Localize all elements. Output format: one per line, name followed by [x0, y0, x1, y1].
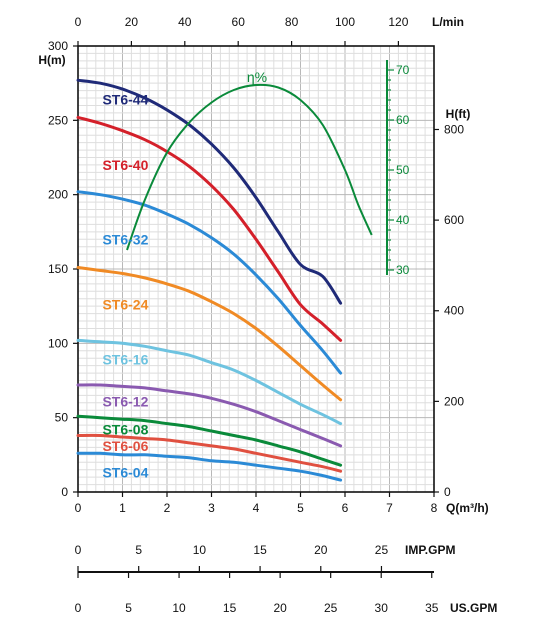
efficiency-curve	[126, 83, 373, 251]
imp-gpm-unit: IMP.GPM	[405, 543, 455, 557]
x-tick-label: 8	[431, 501, 438, 515]
right-axis-unit: H(ft)	[446, 107, 471, 121]
x-tick-label: 4	[253, 501, 260, 515]
us-gpm-tick-label: 0	[75, 601, 82, 615]
us-gpm-tick-label: 30	[375, 601, 389, 615]
us-gpm-tick-label: 35	[425, 601, 439, 615]
curve-st6-40	[76, 115, 343, 342]
series-label-st6-44: ST6-44	[102, 92, 148, 108]
efficiency-label: η%	[247, 69, 267, 85]
y-tick-label: 200	[48, 188, 68, 202]
right-tick-label: 200	[444, 394, 464, 408]
us-gpm-tick-label: 10	[172, 601, 186, 615]
curve-st6-44	[76, 78, 343, 305]
x-tick-label: 7	[386, 501, 393, 515]
us-gpm-tick-label: 15	[223, 601, 237, 615]
x-tick-label: 2	[164, 501, 171, 515]
imp-gpm-tick-label: 5	[135, 543, 142, 557]
imp-gpm-tick-label: 10	[193, 543, 207, 557]
imp-gpm-tick-label: 15	[253, 543, 267, 557]
series-label-st6-06: ST6-06	[102, 438, 148, 454]
right-tick-label: 0	[444, 485, 451, 499]
curve-st6-04	[76, 451, 343, 482]
series-label-st6-12: ST6-12	[102, 393, 148, 409]
curve-st6-24	[76, 266, 343, 402]
x-tick-label: 5	[297, 501, 304, 515]
us-gpm-unit: US.GPM	[450, 601, 497, 615]
x-tick-label: 6	[342, 501, 349, 515]
right-tick-label: 600	[444, 213, 464, 227]
top-tick-label: 40	[178, 15, 192, 29]
us-gpm-tick-label: 25	[324, 601, 338, 615]
x-tick-label: 0	[75, 501, 82, 515]
curve-st6-12	[76, 383, 343, 448]
series-label-st6-16: ST6-16	[102, 352, 148, 368]
curve-st6-32	[76, 190, 343, 375]
y-tick-label: 100	[48, 336, 68, 350]
imp-gpm-tick-label: 25	[375, 543, 389, 557]
imp-gpm-tick-label: 0	[75, 543, 82, 557]
series-label-st6-32: ST6-32	[102, 231, 148, 247]
top-tick-label: 20	[125, 15, 139, 29]
curve-st6-08	[76, 414, 343, 467]
y-tick-label: 250	[48, 113, 68, 127]
series-label-st6-24: ST6-24	[102, 297, 148, 313]
series-label-st6-08: ST6-08	[102, 422, 148, 438]
y-tick-label: 150	[48, 262, 68, 276]
efficiency-tick-label: 50	[396, 163, 410, 177]
efficiency-tick-label: 30	[396, 263, 410, 277]
top-tick-label: 80	[285, 15, 299, 29]
top-tick-label: 0	[75, 15, 82, 29]
us-gpm-tick-label: 5	[125, 601, 132, 615]
top-tick-label: 60	[232, 15, 246, 29]
series-label-st6-04: ST6-04	[102, 465, 148, 481]
right-tick-label: 400	[444, 304, 464, 318]
efficiency-tick-label: 70	[396, 63, 410, 77]
bottom-scales: 0 5 10 15 20 25 IMP.GPM 0 5 10 15 20 25 30 35 US.GPM	[75, 543, 498, 615]
y-tick-label: 50	[55, 411, 69, 425]
curves	[76, 78, 373, 482]
labels: ST6-44 ST6-40 ST6-32 ST6-24 ST6-16 ST6-12 ST6-…	[102, 69, 267, 481]
imp-gpm-tick-label: 20	[314, 543, 328, 557]
series-label-st6-40: ST6-40	[102, 157, 148, 173]
efficiency-tick-label: 40	[396, 213, 410, 227]
curve-st6-06	[76, 433, 343, 473]
y-tick-label: 0	[61, 485, 68, 499]
right-tick-label: 800	[444, 122, 464, 136]
x-tick-label: 1	[119, 501, 126, 515]
x-axis-unit: Q(m³/h)	[446, 501, 489, 515]
y-tick-label: 300	[48, 39, 68, 53]
top-axis-unit: L/min	[432, 15, 464, 29]
x-tick-label: 3	[208, 501, 215, 515]
top-tick-label: 100	[335, 15, 355, 29]
top-tick-label: 120	[388, 15, 408, 29]
y-axis-unit: H(m)	[38, 53, 65, 67]
us-gpm-tick-label: 20	[273, 601, 287, 615]
efficiency-tick-label: 60	[396, 113, 410, 127]
curve-st6-16	[76, 338, 343, 426]
